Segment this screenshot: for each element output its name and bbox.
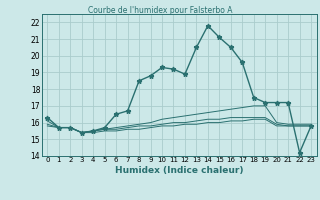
X-axis label: Humidex (Indice chaleur): Humidex (Indice chaleur) [115, 166, 244, 175]
Text: Courbe de l'humidex pour Falsterbo A: Courbe de l'humidex pour Falsterbo A [88, 6, 232, 15]
